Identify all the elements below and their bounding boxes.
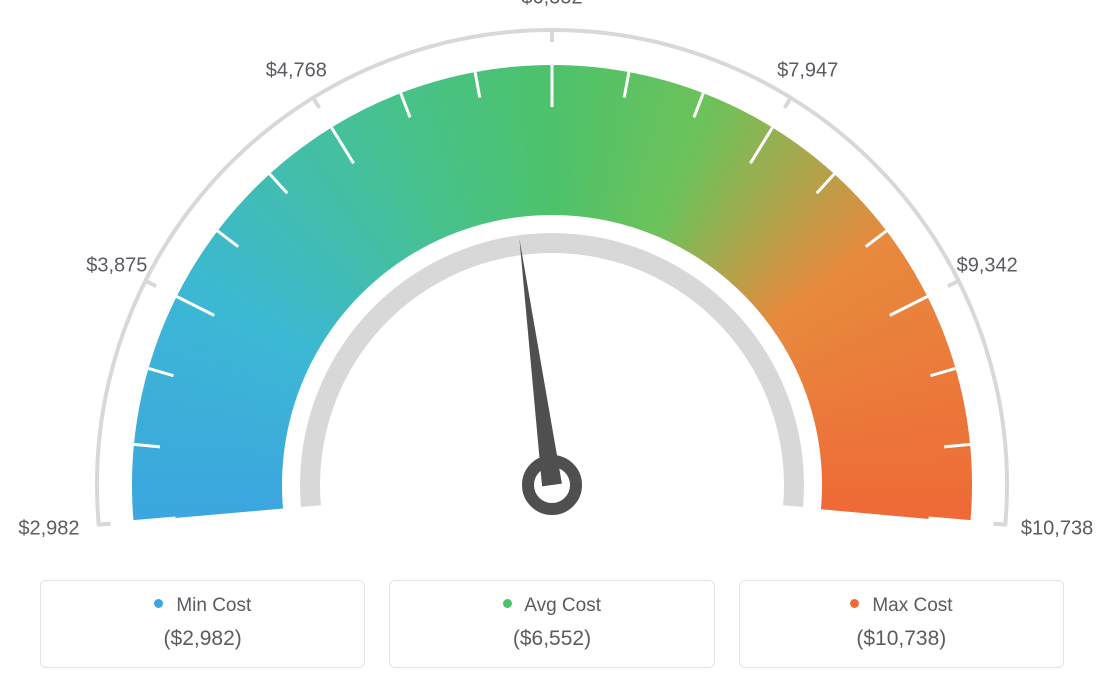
scale-tick bbox=[785, 98, 791, 108]
legend-card-avg: Avg Cost ($6,552) bbox=[389, 580, 714, 668]
tick-label: $6,552 bbox=[521, 0, 582, 10]
scale-tick bbox=[145, 281, 156, 286]
legend-card-max: Max Cost ($10,738) bbox=[739, 580, 1064, 668]
gauge-svg bbox=[0, 0, 1104, 560]
legend-value-avg: ($6,552) bbox=[400, 627, 703, 651]
tick-label: $9,342 bbox=[957, 255, 1018, 278]
legend-title-avg: Avg Cost bbox=[400, 595, 703, 617]
legend-title-max: Max Cost bbox=[750, 595, 1053, 617]
legend-title-text: Max Cost bbox=[872, 595, 952, 616]
legend-title-min: Min Cost bbox=[51, 595, 354, 617]
gauge-area: $2,982 $3,875 $4,768 $6,552 $7,947 $9,342 $10,… bbox=[0, 0, 1104, 560]
legend-card-min: Min Cost ($2,982) bbox=[40, 580, 365, 668]
scale-tick bbox=[993, 524, 1005, 525]
needle bbox=[519, 239, 561, 486]
tick-label: $7,947 bbox=[777, 59, 838, 82]
legend-title-text: Min Cost bbox=[176, 595, 251, 616]
tick-label: $3,875 bbox=[86, 255, 147, 278]
tick-label: $10,738 bbox=[1021, 518, 1093, 541]
tick-label: $4,768 bbox=[266, 59, 327, 82]
scale-tick bbox=[948, 281, 959, 286]
legend-value-max: ($10,738) bbox=[750, 627, 1053, 651]
dot-icon bbox=[503, 599, 512, 608]
legend-title-text: Avg Cost bbox=[524, 595, 601, 616]
legend-value-min: ($2,982) bbox=[51, 627, 354, 651]
dot-icon bbox=[850, 599, 859, 608]
tick-label: $2,982 bbox=[18, 518, 79, 541]
gauge-chart-root: $2,982 $3,875 $4,768 $6,552 $7,947 $9,342 $10,… bbox=[0, 0, 1104, 690]
dot-icon bbox=[154, 599, 163, 608]
scale-tick bbox=[99, 524, 111, 525]
legend-row: Min Cost ($2,982) Avg Cost ($6,552) Max … bbox=[40, 580, 1064, 668]
scale-tick bbox=[313, 98, 319, 108]
